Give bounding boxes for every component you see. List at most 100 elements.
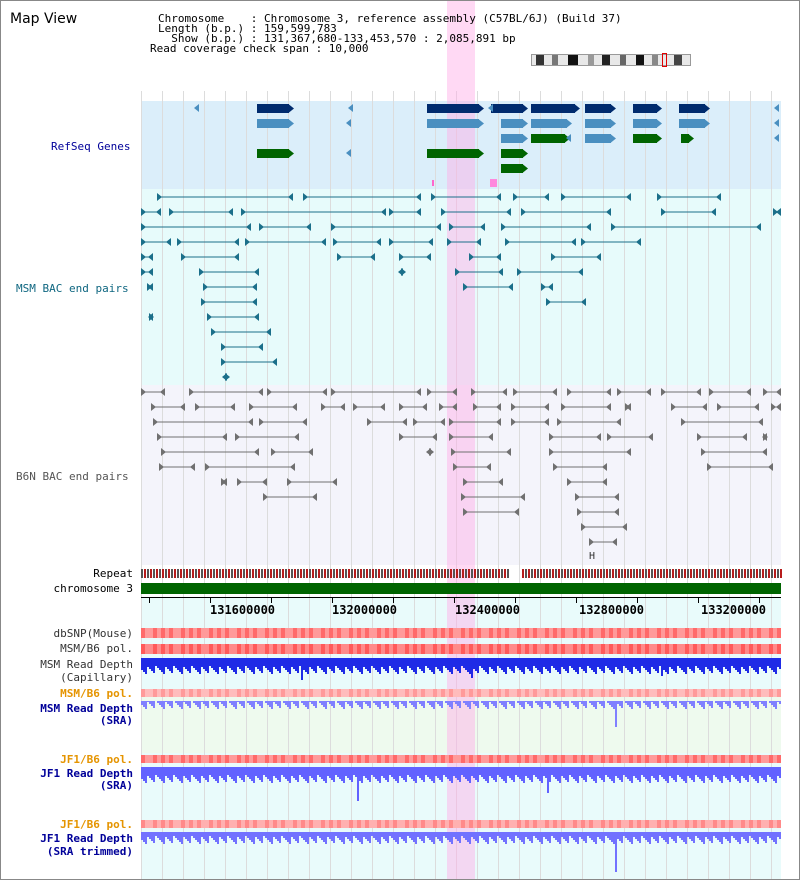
density-cell <box>205 628 209 638</box>
read-depth-bar <box>373 701 375 703</box>
read-depth-bar <box>261 658 263 673</box>
density-cell <box>181 689 185 697</box>
read-depth-bar <box>263 658 265 666</box>
density-cell <box>177 755 181 763</box>
density-cell <box>693 644 697 654</box>
read-depth-bar <box>565 701 567 706</box>
read-depth-bar <box>283 701 285 703</box>
read-depth-bar <box>713 832 715 836</box>
read-depth-bar <box>687 832 689 837</box>
bac-end-arrow <box>549 448 554 456</box>
read-depth-bar <box>723 767 725 776</box>
read-depth-bar <box>407 658 409 666</box>
density-cell <box>309 689 313 697</box>
density-cell <box>477 644 481 654</box>
read-depth-bar <box>633 701 635 702</box>
read-depth-bar <box>503 701 505 707</box>
repeat-element <box>741 569 743 578</box>
read-depth-bar <box>227 658 229 666</box>
read-depth-bar <box>171 767 173 782</box>
bac-end-arrow <box>513 388 518 396</box>
repeat-element <box>690 569 692 578</box>
density-cell <box>245 644 249 654</box>
repeat-element <box>282 569 284 578</box>
density-cell <box>633 755 637 763</box>
density-cell <box>165 820 169 828</box>
bac-end-arrow <box>616 418 621 426</box>
bac-end-arrow <box>614 493 619 501</box>
read-depth-bar <box>717 658 719 670</box>
density-cell <box>709 689 713 697</box>
density-cell <box>773 689 777 697</box>
read-depth-bar <box>307 658 309 674</box>
read-depth-bar <box>159 767 161 779</box>
density-cell <box>673 820 677 828</box>
axis-tick <box>210 597 211 603</box>
density-cell <box>437 628 441 638</box>
read-depth-bar <box>249 701 251 705</box>
read-depth-bar <box>405 832 407 843</box>
density-cell <box>549 689 553 697</box>
read-depth-bar <box>181 701 183 709</box>
read-depth-bar <box>249 767 251 779</box>
density-cell <box>345 755 349 763</box>
read-depth-bar <box>693 832 695 843</box>
density-cell <box>405 820 409 828</box>
repeat-element <box>594 569 596 578</box>
density-cell <box>709 755 713 763</box>
read-depth-bar <box>299 767 301 775</box>
read-depth-bar <box>559 658 561 674</box>
read-depth-bar <box>603 832 605 843</box>
read-depth-bar <box>535 767 537 777</box>
repeat-element <box>585 569 587 578</box>
bac-end-arrow <box>661 208 666 216</box>
read-depth-bar <box>595 767 597 783</box>
read-depth-bar <box>227 832 229 836</box>
read-depth-bar <box>147 701 149 702</box>
bac-end-arrow <box>287 478 292 486</box>
density-cell <box>721 820 725 828</box>
density-cell <box>769 644 773 654</box>
read-depth-bar <box>357 658 359 670</box>
chromosome-bar[interactable] <box>141 583 781 594</box>
repeat-element <box>429 569 431 578</box>
read-depth-bar <box>391 832 393 838</box>
read-depth-bar <box>649 701 651 709</box>
density-cell <box>149 689 153 697</box>
read-depth-bar <box>587 832 589 836</box>
chromosome-ideogram[interactable] <box>531 53 691 67</box>
read-depth-bar <box>317 767 319 775</box>
read-depth-bar <box>707 767 709 778</box>
density-cell <box>597 689 601 697</box>
read-depth-bar <box>221 767 223 778</box>
selected-region-highlight[interactable] <box>447 1 475 879</box>
bac-end-arrow <box>452 403 457 411</box>
read-depth-bar <box>403 767 405 780</box>
read-depth-bar <box>749 767 751 775</box>
read-depth-bar <box>231 767 233 779</box>
density-cell <box>277 644 281 654</box>
axis-tick <box>454 597 455 603</box>
density-cell <box>465 755 469 763</box>
read-depth-bar <box>335 832 337 836</box>
density-cell <box>269 820 273 828</box>
read-depth-bar <box>369 701 371 708</box>
read-depth-bar <box>337 832 339 838</box>
read-depth-bar <box>775 701 777 709</box>
read-depth-bar <box>595 832 597 844</box>
read-depth-bar <box>695 658 697 666</box>
read-depth-bar <box>557 701 559 707</box>
read-depth-bar <box>471 701 473 702</box>
repeat-element <box>663 569 665 578</box>
density-cell <box>221 628 225 638</box>
read-depth-bar <box>153 832 155 843</box>
density-cell <box>173 820 177 828</box>
density-cell <box>685 689 689 697</box>
read-depth-bar <box>689 701 691 704</box>
read-depth-bar <box>523 701 525 709</box>
bac-end-arrow <box>416 388 421 396</box>
read-depth-bar <box>419 701 421 704</box>
repeat-element <box>189 569 191 578</box>
density-cell <box>337 820 341 828</box>
density-cell <box>697 689 701 697</box>
